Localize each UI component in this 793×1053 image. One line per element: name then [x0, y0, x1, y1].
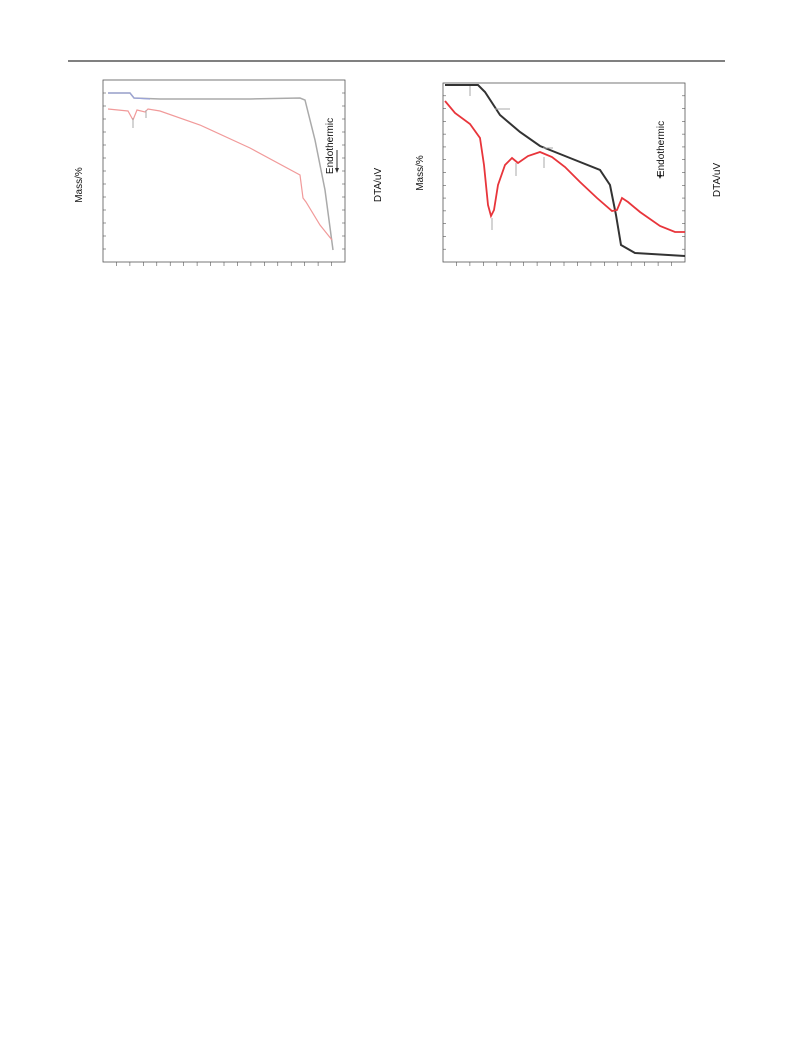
- plot-frame: [102, 79, 346, 263]
- plot-frame: [442, 82, 686, 263]
- dta-curve: [444, 100, 685, 233]
- y-axis-label: Mass/%: [74, 167, 85, 203]
- figure-left: Mass/% Endothermic DTA/uV: [74, 79, 384, 266]
- y2-axis-label: DTA/uV: [712, 163, 723, 198]
- arrow-head: [335, 168, 339, 173]
- dta-curve: [107, 108, 333, 241]
- axis-ticks: [443, 95, 685, 266]
- mass-curve: [445, 84, 686, 257]
- annotation: Endothermic: [656, 121, 667, 177]
- mass-curve: [108, 92, 334, 251]
- y-axis-label: Mass/%: [415, 155, 426, 191]
- annotation: Endothermic: [325, 118, 336, 174]
- arrow-head: [658, 175, 662, 179]
- mass-curve-start: [108, 92, 151, 100]
- axis-ticks: [103, 92, 345, 266]
- figure-right: Mass/% Endothermic DTA/uV: [415, 82, 723, 266]
- y2-axis-label: DTA/uV: [373, 168, 384, 203]
